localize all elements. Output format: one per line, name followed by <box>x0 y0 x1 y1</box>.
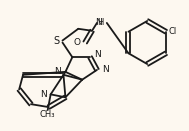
Text: S: S <box>53 36 60 46</box>
Text: O: O <box>73 38 80 47</box>
Text: N: N <box>54 67 60 76</box>
Text: CH₃: CH₃ <box>40 110 55 119</box>
Text: N: N <box>40 90 47 99</box>
Text: N: N <box>102 65 109 74</box>
Text: H: H <box>98 18 104 27</box>
Text: N: N <box>94 50 101 59</box>
Text: N: N <box>96 18 102 27</box>
Text: Cl: Cl <box>169 27 177 36</box>
